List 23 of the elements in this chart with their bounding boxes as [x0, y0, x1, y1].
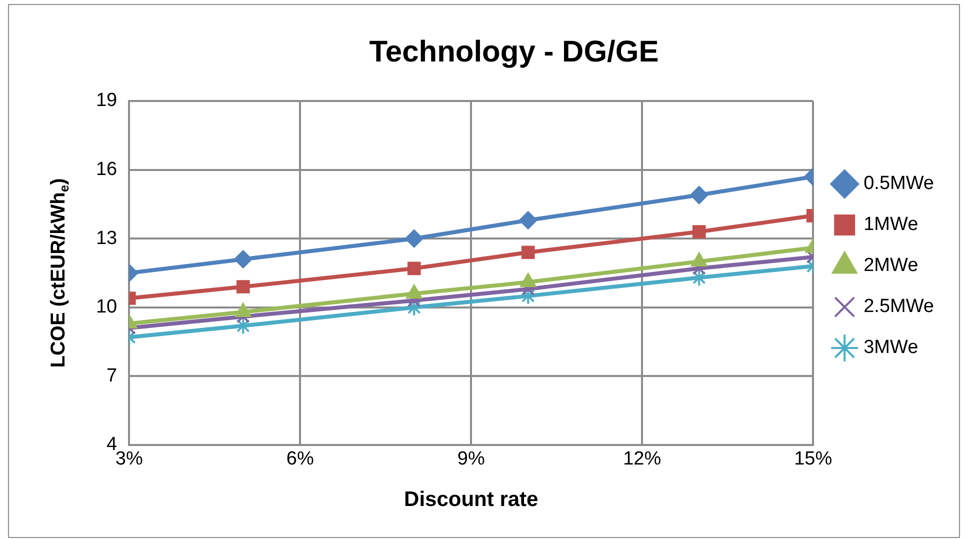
y-tick-label: 10 [96, 296, 118, 318]
legend-label: 0.5MWe [864, 173, 934, 194]
y-axis-title: LCOE (ctEUR/kWhe) [48, 178, 72, 368]
point [405, 230, 424, 248]
legend-label: 3MWe [864, 337, 918, 358]
point [521, 246, 535, 260]
chart-title: Technology - DG/GE [369, 35, 659, 68]
x-tick-label: 3% [115, 448, 143, 470]
x-axis-title: Discount rate [404, 488, 538, 512]
x-tick-label: 12% [623, 448, 662, 470]
legend-label: 1MWe [864, 214, 918, 236]
x-tick-label: 6% [286, 448, 314, 470]
legend-label: 2MWe [864, 255, 918, 276]
y-tick-label: 13 [96, 228, 118, 249]
point [407, 262, 421, 276]
y-tick-label: 19 [96, 90, 118, 112]
x-tick-label: 15% [794, 448, 832, 470]
y-tick-label: 16 [96, 159, 118, 180]
y-tick-label: 4 [106, 434, 118, 456]
y-tick-label: 7 [106, 365, 118, 386]
legend-label: 2.5MWe [864, 296, 934, 318]
x-tick-label: 9% [457, 448, 485, 470]
point [519, 211, 538, 230]
